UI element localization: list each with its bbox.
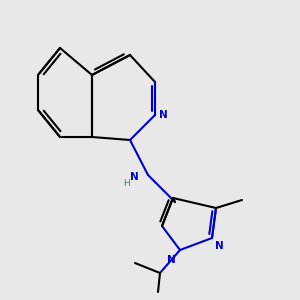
- Text: N: N: [130, 172, 138, 182]
- Text: N: N: [215, 241, 224, 251]
- Text: H: H: [123, 178, 129, 188]
- Text: N: N: [167, 255, 176, 265]
- Text: N: N: [159, 110, 168, 120]
